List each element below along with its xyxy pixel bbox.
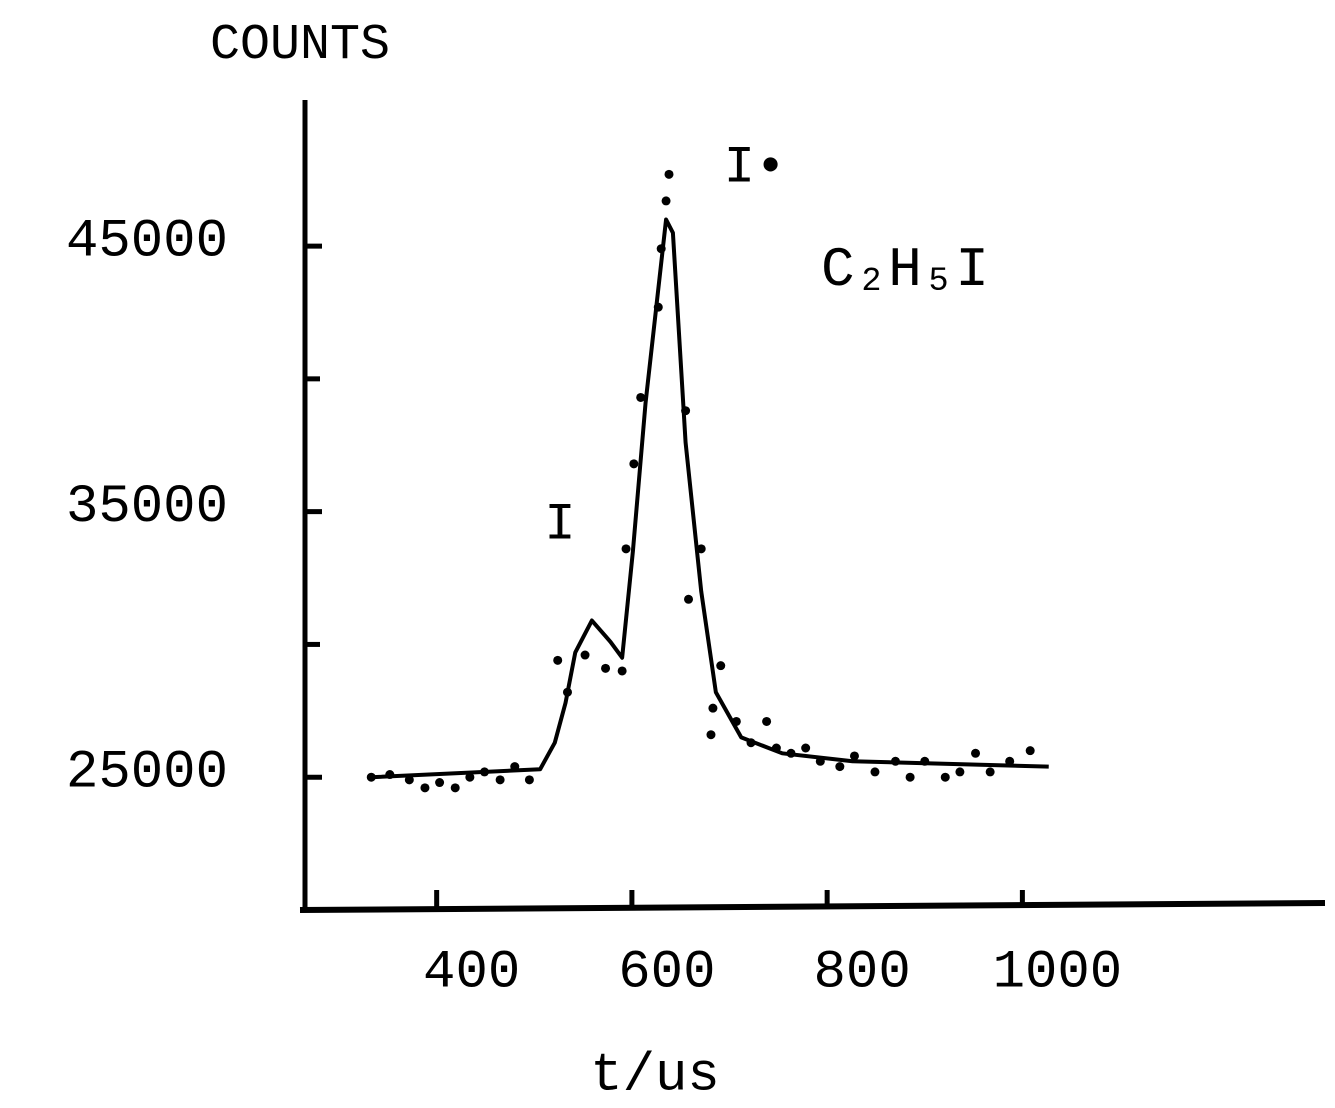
data-point: [601, 663, 611, 673]
data-point: [435, 778, 445, 788]
data-point: [664, 169, 674, 179]
data-point: [420, 783, 430, 793]
x-tick-label: 800: [814, 942, 911, 1003]
data-point: [708, 703, 718, 713]
y-axis-label: COUNTS: [210, 17, 390, 74]
data-point: [580, 650, 590, 660]
y-tick-label: 35000: [66, 477, 228, 538]
data-point: [835, 762, 845, 772]
data-point: [661, 196, 671, 206]
data-point: [801, 743, 811, 753]
data-point: [716, 661, 726, 671]
y-tick-label: 25000: [66, 742, 228, 803]
data-point: [985, 767, 995, 777]
data-point: [706, 730, 716, 740]
data-point: [870, 767, 880, 777]
data-point: [629, 459, 639, 469]
annotation: I: [544, 496, 575, 555]
data-point: [971, 748, 981, 758]
x-tick-label: 600: [618, 942, 715, 1003]
data-point: [905, 772, 915, 782]
data-point: [404, 775, 414, 785]
data-point: [450, 783, 460, 793]
x-axis-label: t/us: [590, 1045, 720, 1103]
data-point: [495, 775, 505, 785]
annotation: I•: [724, 139, 786, 198]
fit-line: [371, 217, 1049, 780]
data-point: [849, 751, 859, 761]
data-point: [762, 716, 772, 726]
data-point: [621, 544, 631, 554]
data-point: [1025, 746, 1035, 756]
x-tick-label: 400: [423, 942, 520, 1003]
x-tick-label: 1000: [993, 942, 1123, 1003]
data-point: [524, 775, 534, 785]
x-axis: [299, 900, 1326, 913]
data-point: [684, 594, 694, 604]
data-point: [465, 772, 475, 782]
data-point: [636, 392, 646, 402]
data-point: [955, 767, 965, 777]
data-point: [940, 772, 950, 782]
annotation: C₂H₅I: [821, 238, 989, 302]
data-point: [617, 666, 627, 676]
data-point: [553, 655, 563, 665]
y-tick-label: 45000: [66, 211, 228, 272]
